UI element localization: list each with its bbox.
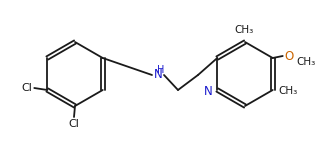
- Text: CH₃: CH₃: [297, 57, 316, 67]
- Text: N: N: [154, 67, 162, 81]
- Text: Cl: Cl: [21, 83, 32, 93]
- Text: N: N: [203, 85, 212, 97]
- Text: O: O: [285, 50, 294, 62]
- Text: CH₃: CH₃: [279, 86, 298, 96]
- Text: CH₃: CH₃: [234, 25, 254, 35]
- Text: Cl: Cl: [68, 119, 79, 129]
- Text: H: H: [157, 65, 165, 75]
